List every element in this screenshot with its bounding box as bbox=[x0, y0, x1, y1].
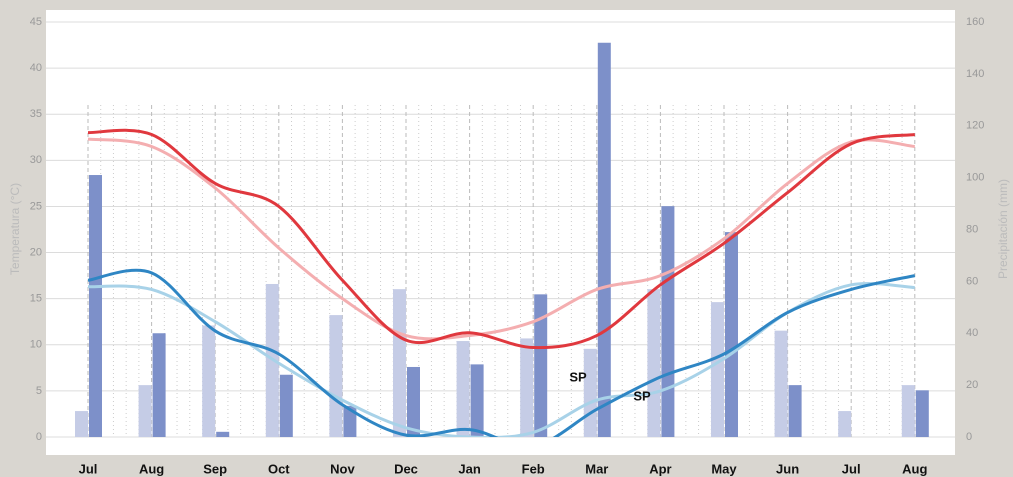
bar bbox=[711, 302, 724, 437]
x-tick-label: Jul bbox=[842, 461, 861, 476]
y2-tick-label: 120 bbox=[966, 120, 984, 132]
x-tick-label: Nov bbox=[330, 461, 355, 476]
bar bbox=[216, 431, 230, 437]
bar bbox=[393, 289, 406, 437]
y-axis-label: Temperatura (°C) bbox=[8, 183, 22, 275]
bar bbox=[152, 333, 166, 437]
bar bbox=[583, 348, 597, 437]
line bbox=[87, 268, 916, 437]
plot-area bbox=[46, 10, 955, 455]
y-tick-label: 45 bbox=[30, 16, 42, 28]
y2-tick-label: 60 bbox=[966, 275, 978, 287]
x-tick-label: Jul bbox=[79, 461, 98, 476]
y2-tick-label: 160 bbox=[966, 16, 984, 28]
y2-tick-label: 100 bbox=[966, 172, 984, 184]
y-tick-label: 15 bbox=[30, 293, 42, 305]
bar bbox=[202, 325, 216, 437]
y-tick-label: 20 bbox=[30, 246, 42, 258]
y-tick-label: 35 bbox=[30, 108, 42, 120]
annotation: SP bbox=[633, 388, 651, 403]
bar bbox=[138, 385, 152, 437]
bar bbox=[774, 330, 788, 437]
bar bbox=[407, 366, 420, 437]
line bbox=[87, 128, 916, 350]
bar bbox=[661, 206, 675, 437]
y2-axis-label: Precipitación (mm) bbox=[996, 179, 1010, 279]
x-tick-label: Aug bbox=[139, 461, 164, 476]
y-tick-label: 40 bbox=[30, 62, 42, 74]
bar bbox=[520, 338, 534, 437]
bar bbox=[597, 42, 611, 437]
x-tick-label: Dec bbox=[394, 461, 418, 476]
x-tick-label: Feb bbox=[522, 461, 545, 476]
x-tick-label: Jan bbox=[458, 461, 480, 476]
bar bbox=[534, 294, 548, 437]
x-tick-label: Oct bbox=[268, 461, 290, 476]
bar bbox=[647, 289, 661, 437]
bar bbox=[343, 405, 357, 437]
bar bbox=[279, 374, 293, 437]
bar bbox=[89, 175, 102, 437]
y-tick-label: 30 bbox=[30, 154, 42, 166]
x-tick-label: Apr bbox=[649, 461, 671, 476]
bar bbox=[456, 341, 470, 437]
x-tick-label: May bbox=[711, 461, 737, 476]
x-tick-label: Mar bbox=[585, 461, 608, 476]
plot-series bbox=[75, 42, 929, 437]
bar bbox=[838, 411, 852, 437]
x-tick-label: Aug bbox=[902, 461, 927, 476]
line bbox=[87, 137, 915, 341]
y2-tick-label: 40 bbox=[966, 327, 978, 339]
y2-tick-label: 0 bbox=[966, 431, 972, 443]
x-tick-label: Jun bbox=[776, 461, 799, 476]
x-tick-label: Sep bbox=[203, 461, 227, 476]
bar bbox=[915, 390, 929, 437]
y-tick-label: 5 bbox=[36, 385, 42, 397]
y2-tick-label: 20 bbox=[966, 379, 978, 391]
y2-tick-label: 140 bbox=[966, 68, 984, 80]
bar bbox=[788, 385, 802, 437]
y-tick-label: 0 bbox=[36, 431, 42, 443]
bar bbox=[725, 232, 738, 437]
bar bbox=[470, 364, 484, 437]
y-tick-label: 25 bbox=[30, 200, 42, 212]
annotation: SP bbox=[569, 369, 587, 384]
bar bbox=[901, 385, 915, 437]
y-tick-label: 10 bbox=[30, 339, 42, 351]
y2-tick-label: 80 bbox=[966, 223, 978, 235]
bar bbox=[75, 411, 88, 437]
bar bbox=[329, 315, 343, 437]
